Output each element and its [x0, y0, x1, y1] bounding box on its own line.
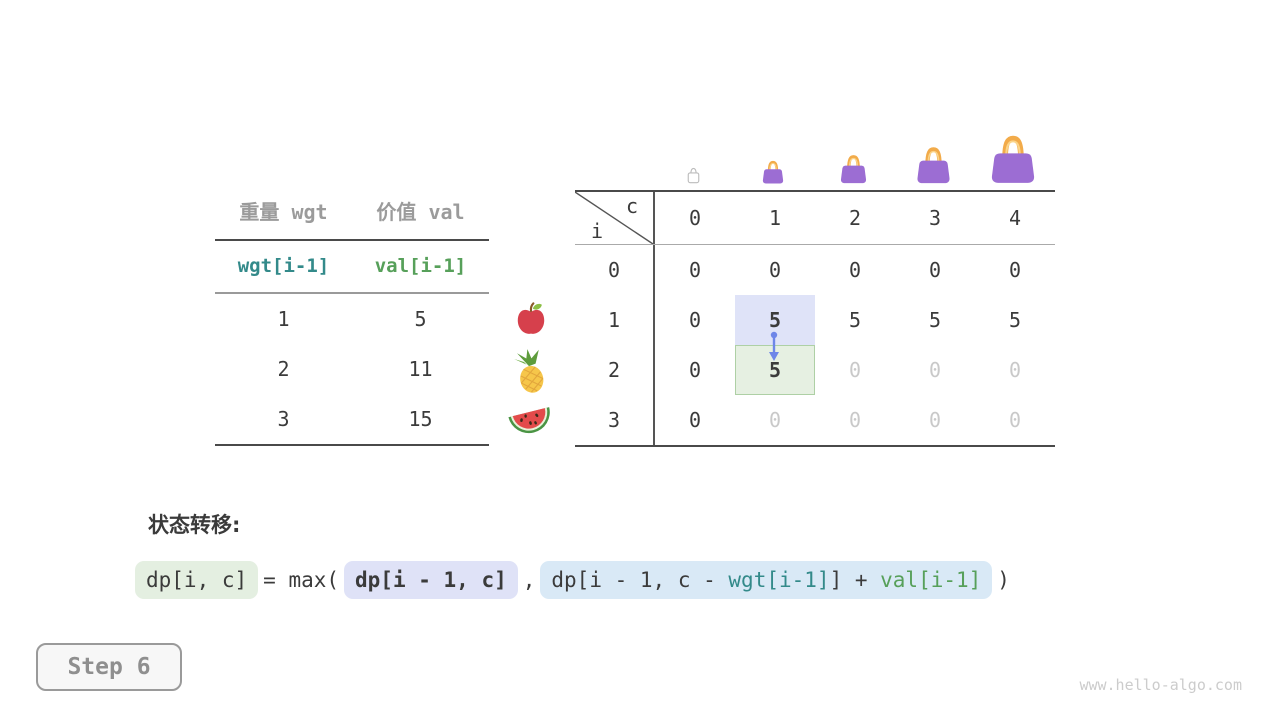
item-2-weight: 2 — [277, 357, 290, 381]
dp-cell-i0-c1: 0 — [768, 258, 782, 282]
col-header-c1: 1 — [768, 206, 782, 230]
item-3-weight: 3 — [277, 407, 290, 431]
formula-lhs: dp[i, c] — [135, 561, 259, 599]
formula-arg2-take-option: dp[i - 1, c - wgt[i-1]] + val[i-1] — [540, 561, 993, 599]
dp-cell-i3-c1: 0 — [768, 408, 782, 432]
dp-cell-i1-c0: 0 — [688, 308, 702, 332]
formula-close-paren: ) — [997, 568, 1010, 592]
formula-arg1-keep-option: dp[i - 1, c] — [344, 561, 518, 599]
row-header-i1: 1 — [575, 295, 655, 345]
formula-arg2-mid: ] + — [829, 568, 881, 592]
item-3-value: 15 — [408, 407, 433, 431]
weight-variable-label: wgt[i-1] — [237, 255, 330, 277]
bag-medium-icon — [840, 154, 867, 184]
item-1-value: 5 — [414, 307, 427, 331]
value-column-header: 价值 val — [376, 200, 465, 224]
col-header-c3: 3 — [928, 206, 942, 230]
dp-row-i1: 1 0 5 5 5 5 — [575, 295, 1055, 345]
site-watermark: www.hello-algo.com — [1079, 676, 1242, 694]
item-row-2: 2 11 — [215, 344, 489, 394]
dp-cell-i2-c4: 0 — [1008, 358, 1022, 382]
dp-cell-i1-c3: 5 — [928, 308, 942, 332]
dp-cell-i0-c2: 0 — [848, 258, 862, 282]
dp-row-i3: 3 0 0 0 0 0 — [575, 395, 1055, 445]
dp-cell-i3-c4: 0 — [1008, 408, 1022, 432]
col-header-c4: 4 — [1008, 206, 1022, 230]
dp-table: c i 0 1 2 3 4 0 0 0 0 0 0 1 0 5 5 5 5 2 — [575, 190, 1055, 447]
state-transition-formula: dp[i, c] = max( dp[i - 1, c] , dp[i - 1,… — [135, 561, 1015, 599]
formula-arg2-weight-term: wgt[i-1] — [728, 568, 830, 592]
row-header-i3: 3 — [575, 395, 655, 445]
dp-cell-i0-c0: 0 — [688, 258, 702, 282]
row-header-i2: 2 — [575, 345, 655, 395]
corner-diagonal-line — [575, 192, 653, 244]
state-transition-label: 状态转移: — [148, 513, 241, 537]
apple-icon — [517, 302, 545, 334]
col-header-c2: 2 — [848, 206, 862, 230]
step-indicator-button[interactable]: Step 6 — [36, 643, 182, 691]
transition-arrow-icon — [769, 331, 779, 361]
dp-cell-i2-c2: 0 — [848, 358, 862, 382]
value-variable-label: val[i-1] — [374, 255, 467, 277]
item-row-3: 3 15 — [215, 394, 489, 446]
item-axis-label: i — [591, 219, 604, 243]
col-header-c0: 0 — [688, 206, 702, 230]
item-1-weight: 1 — [277, 307, 290, 331]
watermelon-icon — [508, 407, 550, 434]
dp-cell-i2-c0: 0 — [688, 358, 702, 382]
bag-small-icon — [762, 160, 784, 184]
formula-comma: , — [522, 568, 536, 592]
capacity-axis-label: c — [625, 194, 638, 218]
formula-arg2-prefix: dp[i - 1, c - — [551, 568, 729, 592]
formula-operator: = max( — [263, 568, 340, 592]
item-2-value: 11 — [408, 357, 433, 381]
dp-cell-i1-c2: 5 — [848, 308, 862, 332]
bag-xlarge-icon — [990, 134, 1036, 184]
dp-cell-i3-c2: 0 — [848, 408, 862, 432]
dp-cell-i0-c4: 0 — [1008, 258, 1022, 282]
pineapple-icon — [514, 349, 544, 393]
bag-large-icon — [916, 146, 951, 184]
dp-table-corner: c i — [575, 192, 655, 244]
weight-column-header: 重量 wgt — [239, 200, 328, 224]
dp-cell-i3-c0: 0 — [688, 408, 702, 432]
dp-cell-i1-c4: 5 — [1008, 308, 1022, 332]
row-header-i0: 0 — [575, 245, 655, 295]
formula-arg2-value-term: val[i-1] — [880, 568, 982, 592]
dp-row-i0: 0 0 0 0 0 0 — [575, 245, 1055, 295]
items-table: 重量 wgt 价值 val wgt[i-1] val[i-1] 1 5 2 11… — [215, 186, 489, 446]
dp-row-i2: 2 0 5 0 0 0 — [575, 345, 1055, 395]
dp-cell-i3-c3: 0 — [928, 408, 942, 432]
dp-cell-i2-c3: 0 — [928, 358, 942, 382]
item-row-1: 1 5 — [215, 294, 489, 344]
bag-empty-icon — [686, 167, 701, 184]
dp-cell-i0-c3: 0 — [928, 258, 942, 282]
